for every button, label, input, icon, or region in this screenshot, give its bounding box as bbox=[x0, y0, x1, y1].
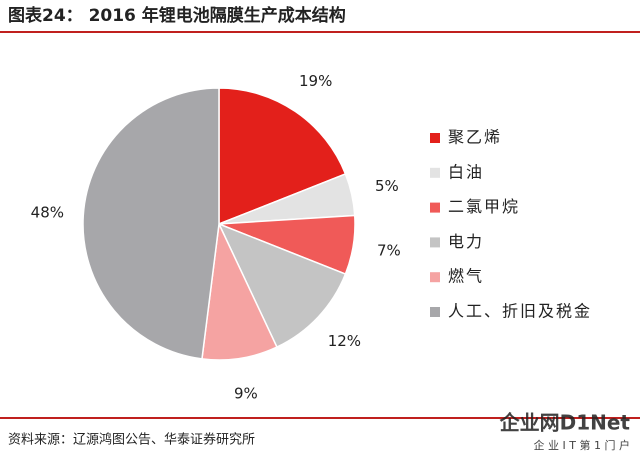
legend-swatch bbox=[430, 307, 440, 317]
data-label: 9% bbox=[234, 384, 258, 402]
data-label: 48% bbox=[31, 204, 64, 222]
legend-swatch bbox=[430, 202, 440, 213]
data-label: 7% bbox=[377, 241, 401, 259]
pie-slice bbox=[218, 87, 347, 226]
legend-label: 燃气 bbox=[448, 267, 484, 286]
legend-label: 白油 bbox=[448, 162, 484, 181]
pie-slice bbox=[82, 87, 220, 360]
legend-label: 聚乙烯 bbox=[448, 128, 502, 147]
legend-label: 二氯甲烷 bbox=[448, 197, 520, 216]
watermark-logo: 企业网D1Net bbox=[499, 411, 631, 435]
data-label: 12% bbox=[328, 332, 361, 350]
legend-swatch bbox=[430, 167, 440, 178]
legend-swatch bbox=[430, 133, 440, 143]
legend-swatch bbox=[430, 237, 440, 248]
legend-label: 电力 bbox=[448, 232, 484, 251]
data-label: 19% bbox=[299, 72, 332, 90]
watermark-tagline: 企 业 I T 第 1 门 户 bbox=[534, 438, 630, 452]
chart-title: 图表24： 2016 年锂电池隔膜生产成本结构 bbox=[8, 5, 346, 26]
source-note: 资料来源：辽源鸿图公告、华泰证券研究所 bbox=[8, 432, 255, 448]
legend-label: 人工、折旧及税金 bbox=[448, 302, 592, 321]
legend-swatch bbox=[430, 272, 440, 283]
pie-slice bbox=[217, 222, 347, 349]
data-label: 5% bbox=[375, 177, 399, 195]
